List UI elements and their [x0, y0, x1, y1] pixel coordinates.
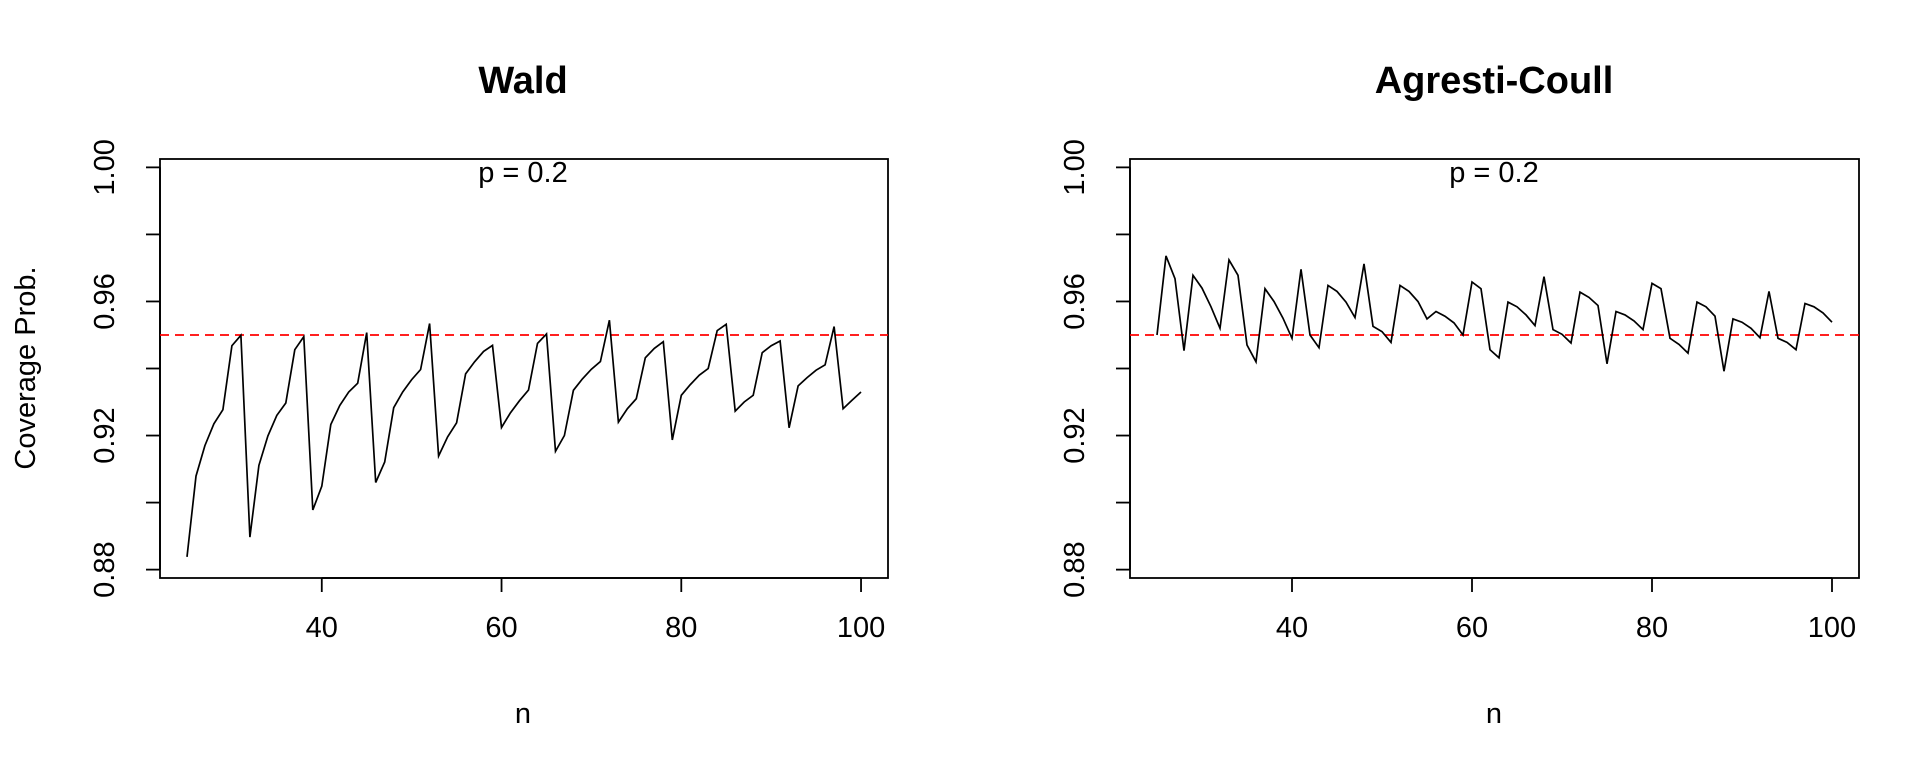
series-line	[186, 320, 862, 557]
series-line	[1156, 255, 1833, 372]
y-tick-label: 0.88	[1059, 541, 1091, 597]
panel-agresti-coull: Agresti-Coull p = 0.2 n 40 60 80 100 0.88 0.9…	[1059, 60, 1860, 730]
y-tick-label: 0.96	[89, 273, 121, 329]
y-tick-label: 0.88	[89, 541, 121, 597]
panel-title: Wald	[478, 60, 567, 102]
y-tick-label: 0.92	[89, 407, 121, 463]
x-tick-label: 80	[665, 612, 697, 644]
y-tick-label: 0.96	[1059, 273, 1091, 329]
x-tick-label: 100	[837, 612, 885, 644]
x-axis: 40 60 80 100	[1276, 577, 1856, 644]
x-tick-label: 100	[1808, 612, 1856, 644]
panel-annotation: p = 0.2	[1449, 157, 1539, 189]
y-tick-label: 1.00	[89, 139, 121, 195]
y-tick-label: 1.00	[1059, 139, 1091, 195]
panel-title: Agresti-Coull	[1375, 60, 1614, 102]
y-axis-label: Coverage Prob.	[10, 266, 42, 469]
y-axis: 0.88 0.92 0.96 1.00	[89, 139, 161, 598]
x-tick-label: 40	[306, 612, 338, 644]
x-tick-label: 80	[1636, 612, 1668, 644]
x-tick-label: 60	[1456, 612, 1488, 644]
y-axis: 0.88 0.92 0.96 1.00	[1059, 139, 1131, 598]
x-axis-label: n	[515, 698, 531, 730]
x-axis-label: n	[1486, 698, 1502, 730]
panel-annotation: p = 0.2	[478, 157, 568, 189]
y-tick-label: 0.92	[1059, 407, 1091, 463]
x-tick-label: 60	[485, 612, 517, 644]
panel-wald: Wald p = 0.2 n Coverage Prob. 40 60 80 100 0…	[10, 60, 889, 730]
plot-frame	[1129, 158, 1860, 579]
x-tick-label: 40	[1276, 612, 1308, 644]
x-axis: 40 60 80 100	[306, 577, 885, 644]
plot-frame	[159, 158, 889, 579]
